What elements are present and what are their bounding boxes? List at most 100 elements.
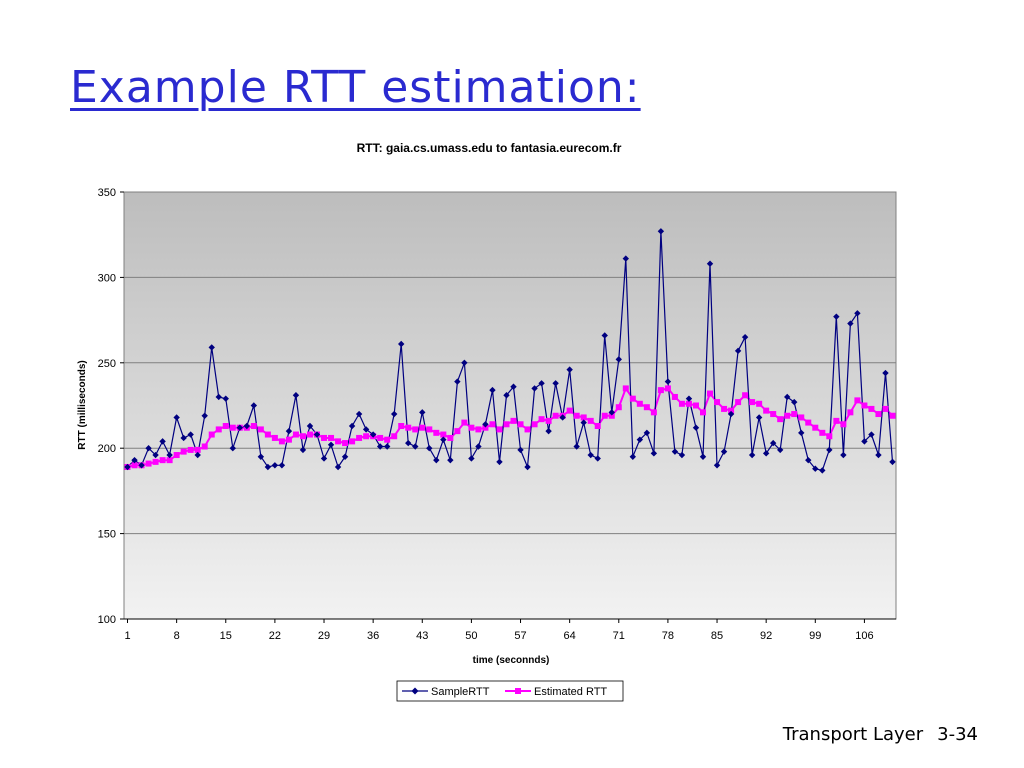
sample-rtt-point xyxy=(608,409,615,416)
sample-rtt-point xyxy=(819,467,826,474)
estimated-rtt-point xyxy=(271,434,278,441)
estimated-rtt-point xyxy=(685,400,692,407)
sample-rtt-point xyxy=(861,438,868,445)
estimated-rtt-point xyxy=(615,404,622,411)
sample-rtt-point xyxy=(854,310,861,317)
estimated-rtt-point xyxy=(700,409,706,416)
estimated-rtt-point xyxy=(229,424,236,431)
legend: SampleRTT Estimated RTT xyxy=(396,680,624,702)
estimated-rtt-point xyxy=(377,434,384,441)
sample-rtt-point xyxy=(426,445,433,452)
sample-rtt-point xyxy=(362,426,370,433)
estimated-rtt-point xyxy=(489,421,496,428)
sample-rtt-point xyxy=(692,424,700,431)
estimated-rtt-point xyxy=(461,419,468,426)
sample-rtt-point xyxy=(748,451,756,459)
estimated-rtt-point xyxy=(805,419,812,426)
legend-marker-estimated xyxy=(515,688,521,694)
x-tick-label: 78 xyxy=(662,630,674,642)
estimated-rtt-point xyxy=(152,458,159,465)
sample-rtt-point xyxy=(812,465,819,472)
x-tick-label: 99 xyxy=(809,630,821,642)
estimated-rtt-point xyxy=(882,405,889,412)
sample-rtt-point xyxy=(889,458,896,466)
sample-rtt-point xyxy=(243,422,251,430)
sample-rtt-point xyxy=(440,436,447,443)
sample-rtt-point xyxy=(678,451,686,459)
sample-rtt-point xyxy=(447,456,454,464)
estimated-rtt-point xyxy=(264,431,271,438)
estimated-rtt-point xyxy=(622,385,629,392)
estimated-rtt-point xyxy=(194,446,201,453)
sample-rtt-point xyxy=(531,385,538,392)
estimated-rtt-point xyxy=(503,421,510,428)
sample-rtt-point xyxy=(510,383,517,390)
estimated-rtt-point xyxy=(749,399,756,406)
estimated-rtt-point xyxy=(510,417,517,424)
sample-rtt-point xyxy=(320,455,328,462)
estimated-rtt-point xyxy=(721,405,728,412)
x-tick-label: 8 xyxy=(174,630,180,642)
x-tick-label: 22 xyxy=(269,630,281,642)
estimated-rtt-point xyxy=(664,385,671,392)
sample-rtt-point xyxy=(755,414,763,421)
sample-rtt-point xyxy=(124,463,131,471)
estimated-rtt-point xyxy=(328,434,335,441)
sample-rtt-point xyxy=(405,439,412,447)
sample-rtt-point xyxy=(643,429,651,437)
sample-rtt-point xyxy=(517,446,524,454)
x-tick-label: 85 xyxy=(711,630,723,642)
y-tick-label: 300 xyxy=(98,272,116,284)
estimated-rtt-point xyxy=(384,436,391,443)
y-tick-label: 350 xyxy=(98,187,116,199)
sample-rtt-point xyxy=(475,443,482,450)
estimated-rtt-point xyxy=(306,431,313,438)
estimated-rtt-point xyxy=(868,405,875,412)
estimated-rtt-point xyxy=(608,412,615,419)
sample-rtt-point xyxy=(777,446,784,454)
sample-rtt-point xyxy=(496,458,503,466)
sample-rtt-point xyxy=(833,313,840,320)
estimated-rtt-point xyxy=(257,426,264,433)
y-axis-label: RTT (milliseconds) xyxy=(77,360,88,449)
sample-rtt-point xyxy=(762,450,770,457)
sample-rtt-point xyxy=(433,456,440,464)
sample-rtt-point xyxy=(622,255,629,262)
estimated-rtt-point xyxy=(735,399,742,406)
sample-rtt-point xyxy=(306,422,314,430)
slide-number: 3-34 xyxy=(937,724,978,745)
estimated-rtt-point xyxy=(356,434,363,441)
series-line-sample xyxy=(127,231,894,472)
estimated-rtt-point xyxy=(166,457,173,464)
y-axis-ticks: 100 150 200 250 300 350 xyxy=(98,187,124,626)
sample-rtt-point xyxy=(138,462,145,469)
sample-rtt-point xyxy=(398,340,405,348)
estimated-rtt-point xyxy=(707,390,714,397)
sample-rtt-point xyxy=(348,422,356,430)
sample-rtt-point xyxy=(720,448,728,455)
estimated-rtt-point xyxy=(791,411,798,418)
x-tick-label: 106 xyxy=(855,630,873,642)
sample-rtt-point xyxy=(805,456,812,464)
estimated-rtt-point xyxy=(763,407,770,414)
sample-rtt-point xyxy=(713,462,721,469)
sample-rtt-point xyxy=(292,392,300,399)
estimated-rtt-point xyxy=(482,424,489,431)
x-tick-label: 15 xyxy=(220,630,232,642)
sample-rtt-point xyxy=(784,393,791,401)
estimated-rtt-point xyxy=(517,421,524,428)
estimated-rtt-point xyxy=(468,424,475,431)
sample-rtt-point xyxy=(391,410,398,418)
sample-rtt-point xyxy=(159,438,166,445)
legend-label-sample: SampleRTT xyxy=(431,686,490,698)
sample-rtt-point xyxy=(650,450,658,457)
sample-rtt-point xyxy=(798,429,805,437)
estimated-rtt-point xyxy=(545,417,552,424)
sample-rtt-point xyxy=(166,451,173,459)
estimated-rtt-point xyxy=(426,426,433,433)
estimated-rtt-point xyxy=(180,448,187,455)
estimated-rtt-point xyxy=(594,422,601,429)
sample-rtt-point xyxy=(285,427,293,435)
estimated-rtt-point xyxy=(475,426,482,433)
